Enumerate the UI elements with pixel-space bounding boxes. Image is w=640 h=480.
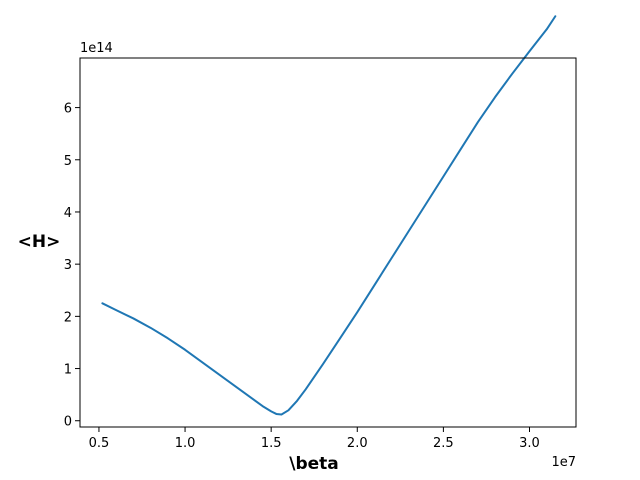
y-axis-ticks: 0 1 2 3 4 5 6 xyxy=(64,102,80,430)
series-line-0 xyxy=(101,15,557,416)
x-axis-ticks: 0.5 1.0 1.5 2.0 2.5 3.0 xyxy=(89,427,540,451)
x-offset-text: 1e7 xyxy=(551,455,576,470)
y-tick-label: 3 xyxy=(64,258,72,273)
x-tick-label: 0.5 xyxy=(89,436,110,451)
y-offset-text: 1e14 xyxy=(80,41,113,56)
y-tick-label: 5 xyxy=(64,154,72,169)
y-tick-label: 4 xyxy=(64,206,72,221)
series-layer xyxy=(101,15,557,416)
x-tick-label: 3.0 xyxy=(519,436,540,451)
x-axis-label: \beta xyxy=(289,454,339,474)
y-tick-label: 1 xyxy=(64,363,72,378)
x-tick-label: 1.5 xyxy=(261,436,282,451)
plot-area xyxy=(80,58,576,427)
plot-frame xyxy=(79,57,577,428)
y-tick-label: 2 xyxy=(64,310,72,325)
y-tick-label: 6 xyxy=(64,102,72,117)
y-tick-label: 0 xyxy=(64,415,72,430)
x-tick-label: 2.5 xyxy=(433,436,454,451)
x-tick-label: 2.0 xyxy=(347,436,368,451)
y-axis-label: <H> xyxy=(18,232,61,252)
x-tick-label: 1.0 xyxy=(175,436,196,451)
